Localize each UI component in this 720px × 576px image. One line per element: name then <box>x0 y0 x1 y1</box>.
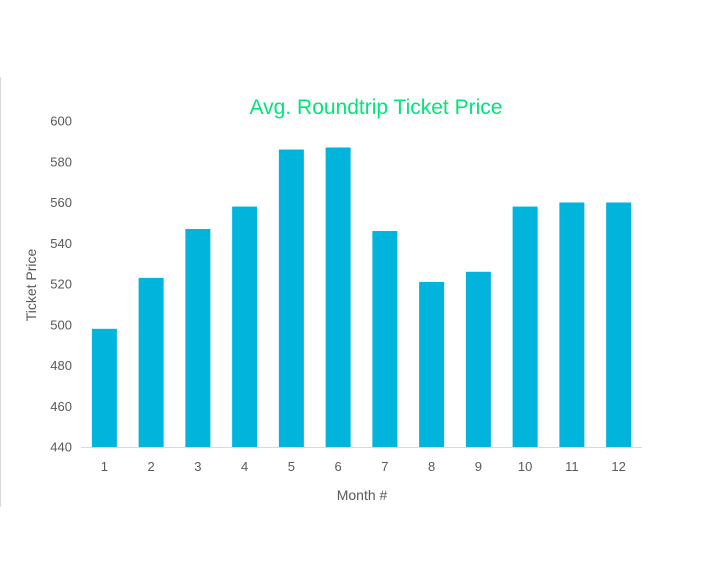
x-axis-ticks: 1 2 3 4 5 6 7 8 9 10 11 12 <box>101 459 626 474</box>
x-tick-label: 9 <box>475 459 482 474</box>
x-tick-label: 2 <box>148 459 155 474</box>
bar-month-5 <box>278 149 304 447</box>
bar-month-7 <box>372 231 398 447</box>
bar-month-9 <box>465 271 491 447</box>
bars <box>91 147 632 448</box>
y-tick-label: 500 <box>50 317 72 332</box>
y-tick-label: 540 <box>50 236 72 251</box>
bar-month-10 <box>512 206 538 447</box>
y-axis-ticks: 440 460 480 500 520 540 560 580 600 <box>50 114 72 455</box>
y-tick-label: 580 <box>50 154 72 169</box>
y-axis-title: Ticket Price <box>23 248 39 321</box>
y-tick-label: 600 <box>50 114 72 129</box>
y-tick-label: 460 <box>50 399 72 414</box>
x-axis-title: Month # <box>337 487 388 503</box>
x-tick-label: 11 <box>565 459 579 474</box>
bar-month-8 <box>419 281 445 447</box>
x-tick-label: 1 <box>101 459 108 474</box>
y-tick-label: 520 <box>50 277 72 292</box>
x-tick-label: 5 <box>288 459 295 474</box>
x-tick-label: 7 <box>381 459 388 474</box>
bar-month-1 <box>91 328 117 447</box>
bar-month-6 <box>325 147 351 448</box>
bar-month-4 <box>232 206 258 447</box>
x-tick-label: 4 <box>241 459 248 474</box>
x-tick-label: 8 <box>428 459 435 474</box>
y-tick-label: 440 <box>50 440 72 455</box>
bar-month-11 <box>559 202 585 447</box>
x-tick-label: 6 <box>335 459 342 474</box>
bar-month-2 <box>138 277 164 447</box>
y-tick-label: 480 <box>50 358 72 373</box>
x-tick-label: 12 <box>611 459 625 474</box>
bar-month-12 <box>606 202 632 447</box>
frame-left-border <box>0 77 1 507</box>
x-tick-label: 10 <box>518 459 532 474</box>
x-tick-label: 3 <box>194 459 201 474</box>
y-tick-label: 560 <box>50 195 72 210</box>
bar-month-3 <box>185 228 211 447</box>
chart-title: Avg. Roundtrip Ticket Price <box>250 96 503 119</box>
